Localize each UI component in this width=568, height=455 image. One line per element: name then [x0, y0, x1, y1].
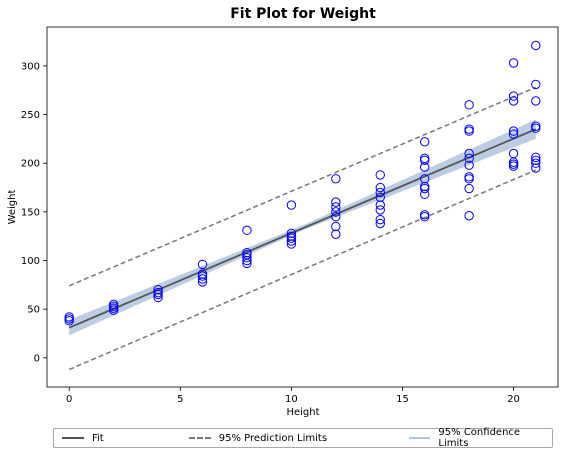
data-point [286, 200, 297, 210]
data-point [331, 197, 341, 207]
data-point [375, 187, 385, 198]
data-point [242, 255, 252, 266]
fit-line [68, 128, 537, 329]
data-point [464, 174, 474, 184]
data-point [331, 221, 341, 232]
data-point [197, 269, 208, 279]
data-point [508, 58, 519, 68]
data-point [153, 287, 163, 298]
data-point [508, 129, 519, 139]
data-point [197, 259, 208, 270]
data-point [419, 174, 430, 184]
data-point [464, 183, 474, 194]
data-point [375, 205, 385, 215]
data-point [508, 159, 519, 169]
data-point [242, 225, 252, 236]
data-point [375, 200, 385, 210]
legend-confidence-label: 95% Confidence Limits [438, 427, 521, 449]
legend-prediction-label: 95% Prediction Limits [218, 432, 328, 444]
data-point [464, 148, 474, 159]
y-tick-label: 100 [21, 256, 40, 267]
x-tick-label: 0 [66, 394, 72, 405]
data-point [531, 121, 541, 131]
y-axis-label: Weight [7, 190, 18, 225]
prediction-limit-lower-line [68, 169, 537, 371]
legend-item-prediction: 95% Prediction Limits [181, 433, 401, 444]
y-tick-label: 50 [27, 305, 40, 316]
data-point [531, 158, 541, 168]
data-point [419, 210, 430, 220]
data-point [375, 214, 385, 225]
data-point [464, 160, 474, 170]
data-point [375, 170, 385, 180]
data-point [531, 96, 541, 106]
data-point [419, 153, 430, 164]
chart-title: Fit Plot for Weight [230, 6, 376, 22]
data-point [331, 212, 341, 222]
data-point [464, 100, 474, 110]
data-point [375, 192, 385, 202]
data-point [531, 163, 541, 173]
data-point [531, 152, 541, 163]
legend-item-fit: Fit [54, 433, 181, 444]
prediction-limit-upper-line [68, 86, 537, 287]
data-point [331, 202, 341, 212]
y-tick-label: 300 [21, 61, 40, 72]
data-point [242, 252, 252, 263]
data-point [419, 181, 430, 192]
legend-confidence-swatch [408, 437, 431, 439]
y-tick-label: 200 [21, 159, 40, 170]
data-point [508, 91, 519, 101]
data-point [464, 153, 474, 164]
data-point [531, 155, 541, 165]
data-point [286, 239, 297, 249]
data-point [508, 96, 519, 106]
data-point [464, 124, 474, 134]
data-point [331, 229, 341, 239]
data-point [197, 274, 208, 284]
data-point [531, 40, 541, 51]
data-point [153, 292, 163, 303]
data-point [419, 137, 430, 147]
y-tick-label: 150 [21, 207, 40, 218]
data-point [531, 79, 541, 90]
data-point [419, 183, 430, 194]
plot-frame [46, 26, 559, 388]
data-point [331, 174, 341, 184]
data-point [508, 148, 519, 159]
data-point [108, 299, 119, 309]
data-point [375, 218, 385, 229]
y-tick-label: 250 [21, 110, 40, 121]
data-point [508, 126, 519, 136]
legend-item-confidence: 95% Confidence Limits [401, 427, 552, 449]
fit-plot-chart: Fit Plot for Weight 0 5 10 15 20050100150200… [7, 6, 559, 418]
data-point [197, 277, 208, 287]
legend-fit-swatch [62, 437, 84, 439]
legend-prediction-swatch [188, 437, 211, 439]
data-point [331, 207, 341, 217]
data-point [419, 189, 430, 200]
data-point [242, 248, 252, 258]
x-tick-label: 5 [177, 394, 183, 405]
x-tick-label: 10 [285, 394, 298, 405]
data-point [286, 231, 297, 241]
data-point [64, 312, 74, 322]
data-point [286, 236, 297, 246]
legend-fit-label: Fit [92, 432, 104, 444]
x-axis-label: Height [286, 407, 319, 418]
data-point [375, 182, 385, 193]
data-point [464, 211, 474, 221]
x-tick-label: 15 [396, 394, 409, 405]
y-tick-label: 0 [34, 353, 40, 364]
legend: Fit 95% Prediction Limits 95% Confidence… [53, 427, 553, 449]
data-point [153, 285, 163, 295]
x-tick-label: 20 [507, 394, 520, 405]
data-point [464, 126, 474, 136]
data-point [464, 172, 474, 182]
data-point [286, 228, 297, 238]
